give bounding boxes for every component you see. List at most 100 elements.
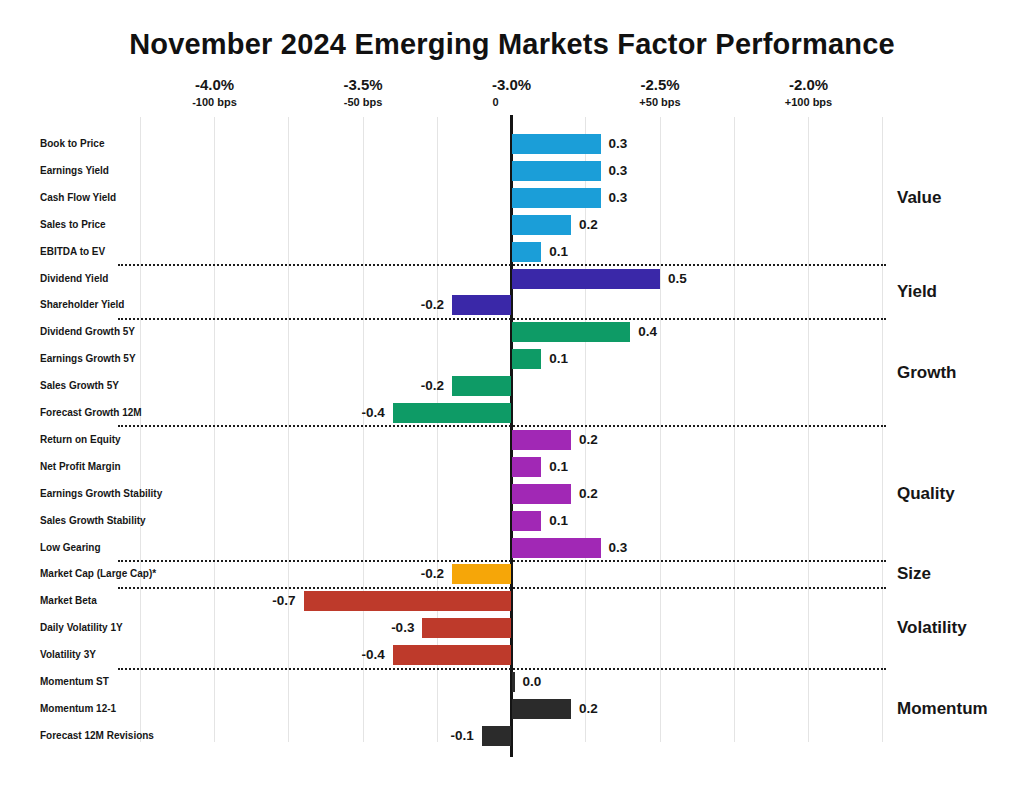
factor-label: Forecast 12M Revisions	[40, 729, 240, 743]
group-separator	[118, 264, 886, 266]
factor-label: Momentum 12-1	[40, 702, 240, 716]
factor-value: -0.4	[315, 404, 385, 422]
factor-label: Shareholder Yield	[40, 298, 240, 312]
factor-bar	[512, 134, 601, 154]
group-label: Size	[897, 563, 1022, 585]
factor-bar	[512, 161, 601, 181]
factor-bar	[512, 349, 542, 369]
factor-label: Market Cap (Large Cap)*	[40, 567, 240, 581]
factor-label: Sales Growth 5Y	[40, 379, 240, 393]
factor-value: 0.1	[549, 350, 568, 368]
group-label: Volatility	[897, 617, 1022, 639]
factor-value: 0.5	[668, 270, 687, 288]
gridline	[660, 117, 661, 742]
factor-label: Earnings Yield	[40, 164, 240, 178]
factor-bar	[512, 484, 571, 504]
gridline	[734, 117, 735, 742]
factor-bar	[512, 188, 601, 208]
factor-label: Cash Flow Yield	[40, 191, 240, 205]
factor-label: Return on Equity	[40, 433, 240, 447]
factor-label: Sales Growth Stability	[40, 514, 240, 528]
axis-tick-bps: -100 bps	[145, 96, 285, 108]
factor-bar	[512, 511, 542, 531]
factor-bar	[422, 618, 511, 638]
factor-label: Earnings Growth Stability	[40, 487, 240, 501]
factor-value: 0.3	[609, 539, 628, 557]
factor-bar	[482, 726, 512, 746]
axis-tick-bps: -50 bps	[293, 96, 433, 108]
axis-tick-percent: -4.0%	[145, 76, 285, 93]
factor-label: Forecast Growth 12M	[40, 406, 240, 420]
factor-bar	[512, 457, 542, 477]
axis-tick-percent: -2.0%	[739, 76, 879, 93]
group-label: Quality	[897, 483, 1022, 505]
factor-label: Daily Volatility 1Y	[40, 621, 240, 635]
factor-bar	[512, 430, 571, 450]
factor-label: EBITDA to EV	[40, 245, 240, 259]
factor-label: Dividend Yield	[40, 272, 240, 286]
group-label: Yield	[897, 281, 1022, 303]
factor-bar	[512, 322, 631, 342]
factor-bar	[452, 564, 511, 584]
group-separator	[118, 560, 886, 562]
gridline	[288, 117, 289, 742]
axis-tick-bps: +50 bps	[590, 96, 730, 108]
factor-label: Market Beta	[40, 594, 240, 608]
group-separator	[118, 668, 886, 670]
group-separator	[118, 318, 886, 320]
factor-value: -0.2	[374, 296, 444, 314]
group-label: Value	[897, 187, 1022, 209]
factor-value: 0.3	[609, 135, 628, 153]
factor-label: Momentum ST	[40, 675, 240, 689]
factor-value: 0.1	[549, 243, 568, 261]
factor-value: -0.3	[344, 619, 414, 637]
axis-tick-bps: +100 bps	[739, 96, 879, 108]
factor-bar	[512, 672, 515, 692]
factor-bar	[512, 242, 542, 262]
factor-value: 0.2	[579, 485, 598, 503]
factor-bar	[512, 538, 601, 558]
factor-value: 0.3	[609, 162, 628, 180]
factor-bar	[452, 376, 511, 396]
factor-value: -0.4	[315, 646, 385, 664]
factor-bar	[512, 215, 571, 235]
factor-value: 0.2	[579, 431, 598, 449]
factor-value: 0.2	[579, 216, 598, 234]
gridline	[585, 117, 586, 742]
factor-value: -0.7	[226, 592, 296, 610]
gridline	[882, 117, 883, 742]
factor-bar	[512, 269, 661, 289]
axis-tick-percent: -3.5%	[293, 76, 433, 93]
factor-bar	[452, 295, 511, 315]
factor-value: -0.2	[374, 565, 444, 583]
gridline	[808, 117, 809, 742]
factor-value: 0.2	[579, 700, 598, 718]
group-label: Momentum	[897, 698, 1022, 720]
factor-bar	[393, 403, 512, 423]
factor-value: 0.0	[523, 673, 542, 691]
factor-label: Book to Price	[40, 137, 240, 151]
factor-performance-chart: November 2024 Emerging Markets Factor Pe…	[0, 0, 1024, 794]
group-separator	[118, 587, 886, 589]
factor-bar	[304, 591, 512, 611]
factor-label: Low Gearing	[40, 541, 240, 555]
factor-label: Dividend Growth 5Y	[40, 325, 240, 339]
axis-tick-percent: -2.5%	[590, 76, 730, 93]
group-separator	[118, 425, 886, 427]
factor-value: 0.1	[549, 458, 568, 476]
factor-label: Volatility 3Y	[40, 648, 240, 662]
factor-value: -0.1	[404, 727, 474, 745]
factor-label: Earnings Growth 5Y	[40, 352, 240, 366]
factor-bar	[512, 699, 571, 719]
factor-bar	[393, 645, 512, 665]
axis-tick-bps: 0	[426, 96, 566, 108]
factor-value: -0.2	[374, 377, 444, 395]
factor-value: 0.4	[638, 323, 657, 341]
factor-value: 0.3	[609, 189, 628, 207]
factor-label: Sales to Price	[40, 218, 240, 232]
factor-label: Net Profit Margin	[40, 460, 240, 474]
chart-title: November 2024 Emerging Markets Factor Pe…	[0, 28, 1024, 61]
group-label: Growth	[897, 362, 1022, 384]
axis-tick-percent: -3.0%	[442, 76, 582, 93]
factor-value: 0.1	[549, 512, 568, 530]
